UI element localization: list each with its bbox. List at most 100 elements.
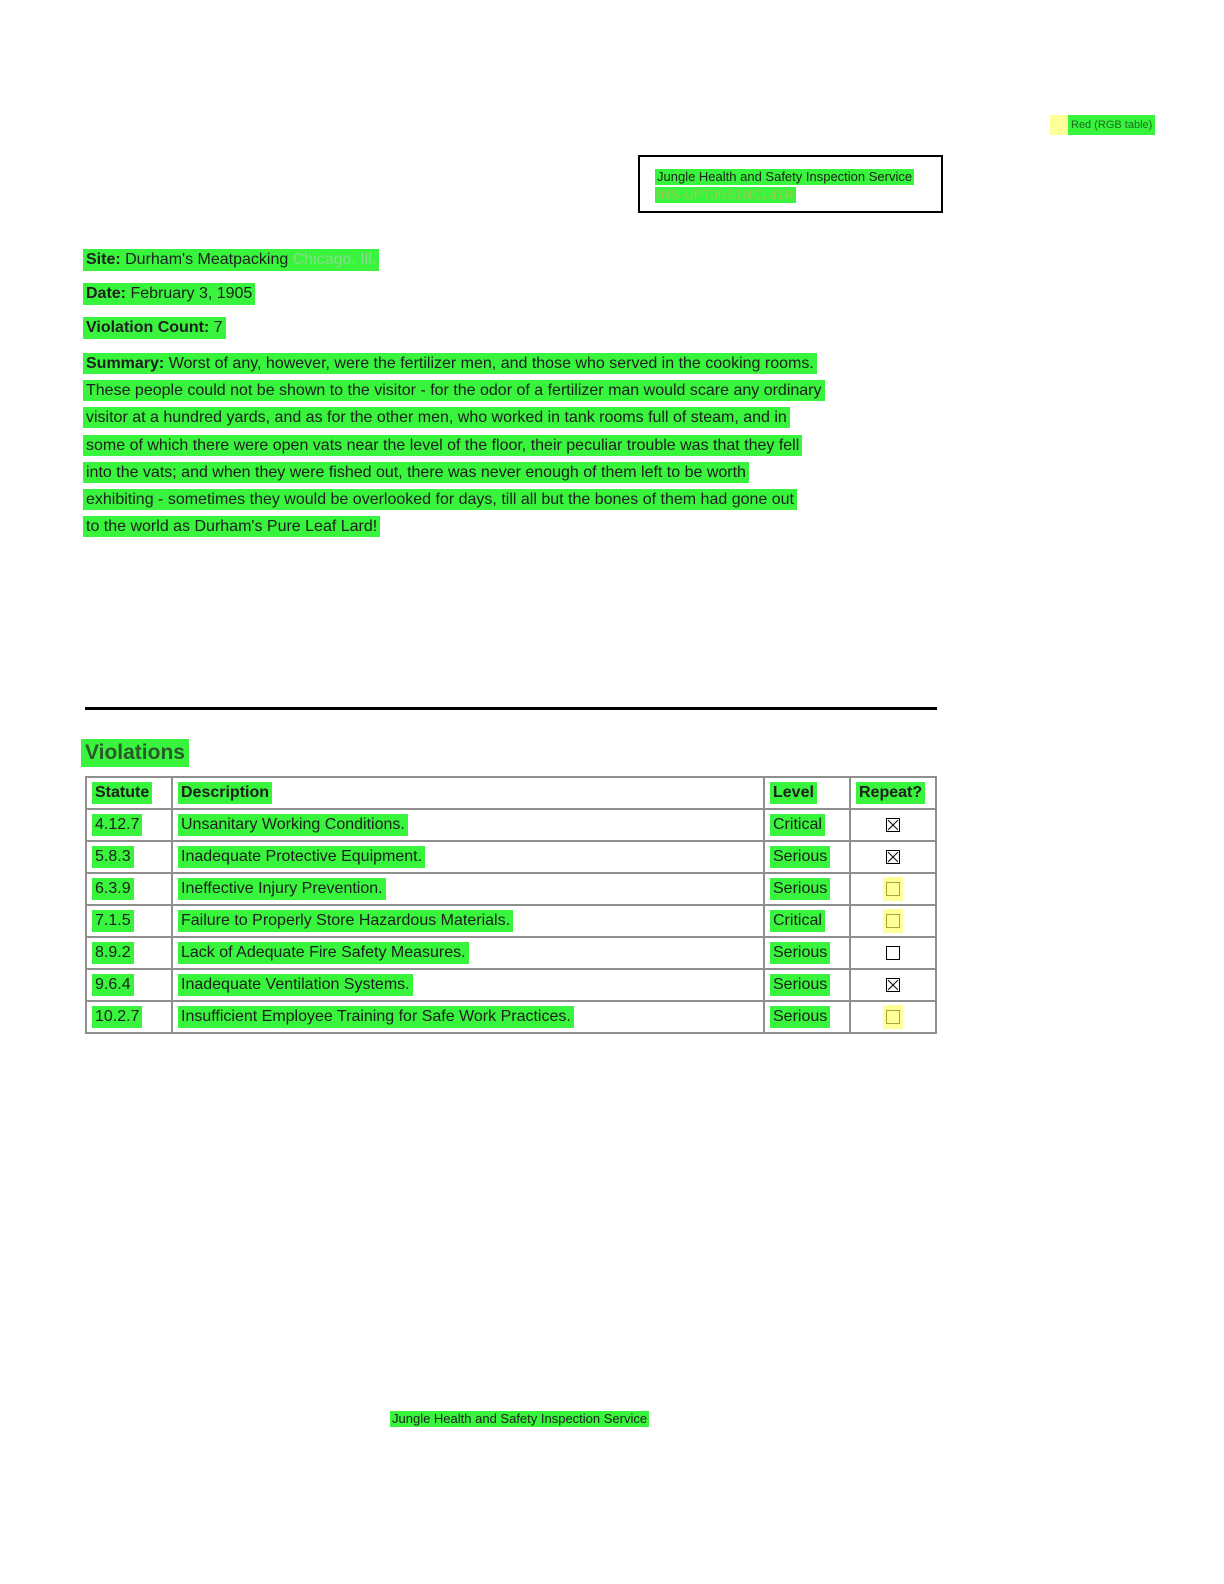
column-header-description: Description xyxy=(171,776,765,810)
repeat-checkbox-wrap xyxy=(883,1005,903,1029)
level-cell: Serious xyxy=(763,872,851,906)
description-value: Insufficient Employee Training for Safe … xyxy=(178,1006,574,1028)
site-label: Site: xyxy=(86,251,121,268)
repeat-checkbox-wrap xyxy=(883,909,903,933)
repeat-checkbox[interactable] xyxy=(886,913,900,928)
statute-value: 7.1.5 xyxy=(92,910,134,932)
site-value: Durham's Meatpacking xyxy=(125,251,289,268)
table-row: 10.2.7 Insufficient Employee Training for… xyxy=(85,1000,937,1034)
statute-value: 9.6.4 xyxy=(92,974,134,996)
footer-text: Jungle Health and Safety Inspection Serv… xyxy=(390,1411,650,1427)
level-value: Serious xyxy=(770,1006,831,1028)
level-value: Serious xyxy=(770,942,831,964)
header-organization: Jungle Health and Safety Inspection Serv… xyxy=(655,169,915,185)
repeat-cell xyxy=(849,808,937,842)
repeat-checkbox-wrap xyxy=(883,877,903,901)
repeat-checkbox[interactable] xyxy=(886,945,900,960)
repeat-checkbox-wrap xyxy=(883,973,903,997)
statute-cell: 8.9.2 xyxy=(85,936,173,970)
table-row: 6.3.9 Ineffective Injury Prevention. Serio… xyxy=(85,872,937,906)
summary-line: exhibiting - sometimes they would be ove… xyxy=(86,491,794,509)
statute-value: 8.9.2 xyxy=(92,942,134,964)
table-row: 7.1.5 Failure to Properly Store Hazardous… xyxy=(85,904,937,938)
statute-cell: 7.1.5 xyxy=(85,904,173,938)
level-value: Serious xyxy=(770,846,831,868)
summary-line: to the world as Durham's Pure Leaf Lard! xyxy=(86,518,378,536)
repeat-checkbox-wrap xyxy=(883,941,903,965)
column-header-repeat: Repeat? xyxy=(849,776,937,810)
statute-value: 4.12.7 xyxy=(92,814,143,836)
statute-value: 10.2.7 xyxy=(92,1006,143,1028)
level-cell: Serious xyxy=(763,840,851,874)
summary-text: Summary: Worst of any, however, were the… xyxy=(83,353,825,538)
repeat-cell xyxy=(849,936,937,970)
section-divider xyxy=(85,707,937,710)
description-cell: Lack of Adequate Fire Safety Measures. xyxy=(171,936,765,970)
header-code: INS-UP70N51NCL41R xyxy=(655,187,797,203)
description-value: Inadequate Ventilation Systems. xyxy=(178,974,413,996)
statute-cell: 9.6.4 xyxy=(85,968,173,1002)
repeat-checkbox[interactable] xyxy=(886,1009,900,1024)
table-row: 4.12.7 Unsanitary Working Conditions. Crit… xyxy=(85,808,937,842)
column-header-statute: Statute xyxy=(85,776,173,810)
level-value: Critical xyxy=(770,814,825,836)
level-cell: Serious xyxy=(763,1000,851,1034)
repeat-checkbox[interactable] xyxy=(886,849,900,864)
color-legend: Red (RGB table) xyxy=(1050,115,1156,135)
description-cell: Unsanitary Working Conditions. xyxy=(171,808,765,842)
site-field: Site: Durham's Meatpacking Chicago, Ill. xyxy=(83,249,380,271)
repeat-cell xyxy=(849,840,937,874)
column-header-level: Level xyxy=(763,776,851,810)
date-field: Date: February 3, 1905 xyxy=(83,283,256,305)
description-cell: Ineffective Injury Prevention. xyxy=(171,872,765,906)
header-box: Jungle Health and Safety Inspection Serv… xyxy=(638,155,943,213)
summary-line: some of which there were open vats near … xyxy=(86,436,800,454)
description-cell: Insufficient Employee Training for Safe … xyxy=(171,1000,765,1034)
legend-swatch xyxy=(1050,115,1068,135)
repeat-checkbox-wrap xyxy=(883,845,903,869)
legend-label: Red (RGB table) xyxy=(1068,115,1156,135)
violation-count-field: Violation Count: 7 xyxy=(83,317,226,339)
table-row: 5.8.3 Inadequate Protective Equipment. Ser… xyxy=(85,840,937,874)
level-value: Serious xyxy=(770,878,831,900)
level-cell: Critical xyxy=(763,808,851,842)
repeat-cell xyxy=(849,872,937,906)
statute-value: 6.3.9 xyxy=(92,878,134,900)
violation-count-label: Violation Count: xyxy=(86,319,210,336)
statute-cell: 6.3.9 xyxy=(85,872,173,906)
violation-count-value: 7 xyxy=(213,319,223,336)
repeat-checkbox-wrap xyxy=(883,813,903,837)
repeat-cell xyxy=(849,1000,937,1034)
table-row: 9.6.4 Inadequate Ventilation Systems. Seri… xyxy=(85,968,937,1002)
description-value: Ineffective Injury Prevention. xyxy=(178,878,386,900)
violations-table: Statute Description Level Repeat? 4.12.7… xyxy=(85,776,937,1034)
description-cell: Inadequate Protective Equipment. xyxy=(171,840,765,874)
repeat-checkbox[interactable] xyxy=(886,881,900,896)
repeat-checkbox[interactable] xyxy=(886,817,900,832)
level-value: Serious xyxy=(770,974,831,996)
description-cell: Failure to Properly Store Hazardous Mate… xyxy=(171,904,765,938)
description-value: Failure to Properly Store Hazardous Mate… xyxy=(178,910,514,932)
description-value: Lack of Adequate Fire Safety Measures. xyxy=(178,942,469,964)
repeat-cell xyxy=(849,904,937,938)
level-cell: Critical xyxy=(763,904,851,938)
table-header-row: Statute Description Level Repeat? xyxy=(85,776,937,810)
statute-value: 5.8.3 xyxy=(92,846,134,868)
violations-title: Violations xyxy=(81,739,189,767)
level-value: Critical xyxy=(770,910,825,932)
level-cell: Serious xyxy=(763,968,851,1002)
description-cell: Inadequate Ventilation Systems. xyxy=(171,968,765,1002)
statute-cell: 5.8.3 xyxy=(85,840,173,874)
statute-cell: 4.12.7 xyxy=(85,808,173,842)
level-cell: Serious xyxy=(763,936,851,970)
repeat-checkbox[interactable] xyxy=(886,977,900,992)
table-row: 8.9.2 Lack of Adequate Fire Safety Measur… xyxy=(85,936,937,970)
date-label: Date: xyxy=(86,285,127,302)
site-location: Chicago, Ill. xyxy=(292,251,377,268)
summary-line: These people could not be shown to the v… xyxy=(86,382,822,400)
summary-line: visitor at a hundred yards, and as for t… xyxy=(86,409,787,427)
summary-line: Worst of any, however, were the fertiliz… xyxy=(168,355,814,372)
description-value: Inadequate Protective Equipment. xyxy=(178,846,426,868)
summary-line: into the vats; and when they were fished… xyxy=(86,463,746,481)
summary: Summary: Worst of any, however, were the… xyxy=(83,350,883,540)
